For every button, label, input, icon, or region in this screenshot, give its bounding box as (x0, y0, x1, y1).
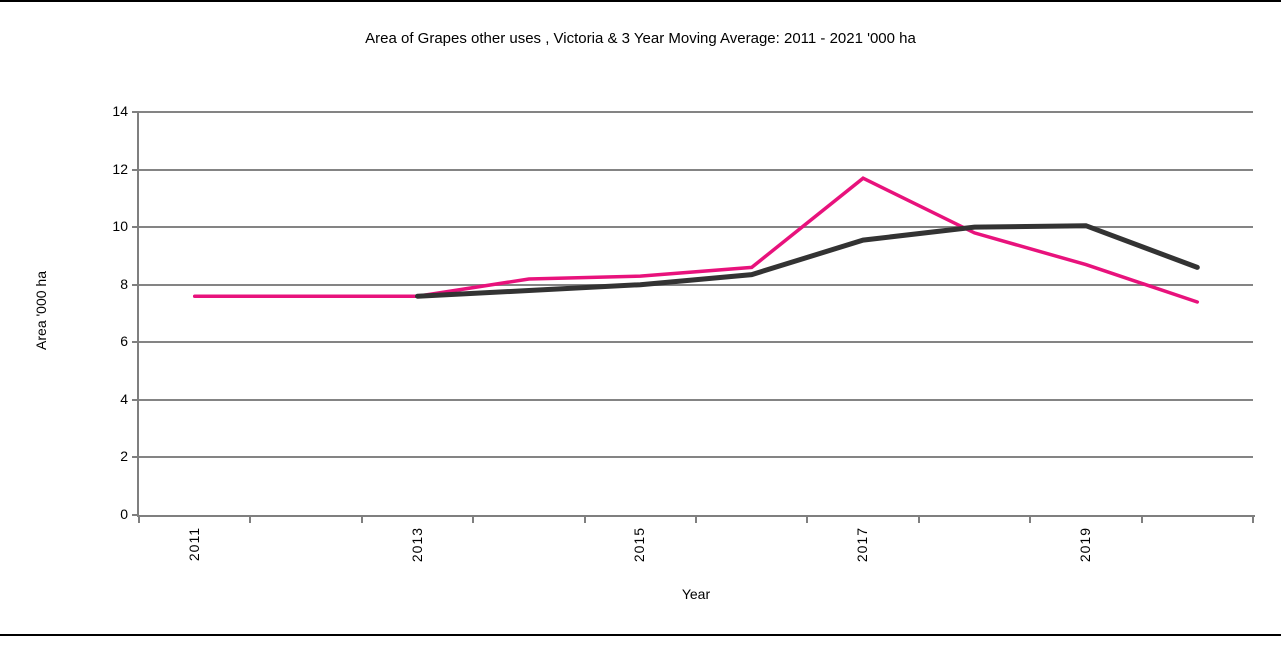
y-tick-label: 6 (120, 333, 128, 350)
gridline-y-10 (139, 226, 1253, 229)
y-tick (132, 341, 139, 344)
y-tick-label: 4 (120, 390, 128, 407)
x-tick-label: 2011 (185, 527, 202, 562)
x-tick (249, 515, 252, 523)
x-tick (1252, 515, 1254, 523)
y-tick-label: 10 (112, 218, 128, 235)
x-tick (1029, 515, 1032, 523)
series-line-3-year-moving-average (415, 223, 1200, 299)
bottom-horizontal-rule (0, 634, 1281, 636)
series-line-area-of-grapes-other-uses-victoria (192, 176, 1200, 304)
x-axis-title: Year (681, 586, 711, 602)
gridline-y-14 (139, 111, 1253, 113)
y-tick (132, 283, 139, 286)
y-tick-label: 8 (120, 275, 128, 292)
y-tick (132, 111, 139, 113)
y-axis-line (137, 111, 139, 517)
x-tick-label: 2017 (854, 527, 871, 563)
x-tick (138, 515, 140, 523)
x-tick (806, 515, 809, 523)
x-tick (917, 515, 920, 523)
y-tick (132, 226, 139, 229)
x-tick-label: 2015 (631, 527, 648, 563)
gridline-y-8 (139, 283, 1253, 286)
y-tick (132, 168, 139, 171)
y-tick-label: 14 (112, 103, 128, 119)
x-tick-label: 2019 (1076, 527, 1093, 563)
x-tick (583, 515, 586, 523)
x-tick (360, 515, 363, 523)
x-tick (695, 515, 697, 523)
x-tick (1140, 515, 1143, 523)
chart-title: Area of Grapes other uses , Victoria & 3… (365, 30, 916, 47)
y-tick (132, 514, 139, 516)
x-tick-label: 2013 (408, 527, 425, 563)
y-tick-label: 0 (120, 506, 128, 522)
gridline-y-2 (139, 456, 1253, 459)
y-axis-title: Area '000 ha (33, 271, 49, 350)
x-tick (472, 515, 475, 523)
gridline-y-6 (139, 341, 1253, 344)
gridline-y-4 (139, 398, 1253, 401)
gridline-y-12 (139, 168, 1253, 171)
y-tick-label: 12 (112, 160, 128, 177)
y-tick (132, 456, 139, 459)
series-lines (192, 176, 1200, 304)
y-tick-label: 2 (120, 448, 128, 465)
y-tick (132, 398, 139, 401)
top-horizontal-rule (0, 0, 1281, 2)
